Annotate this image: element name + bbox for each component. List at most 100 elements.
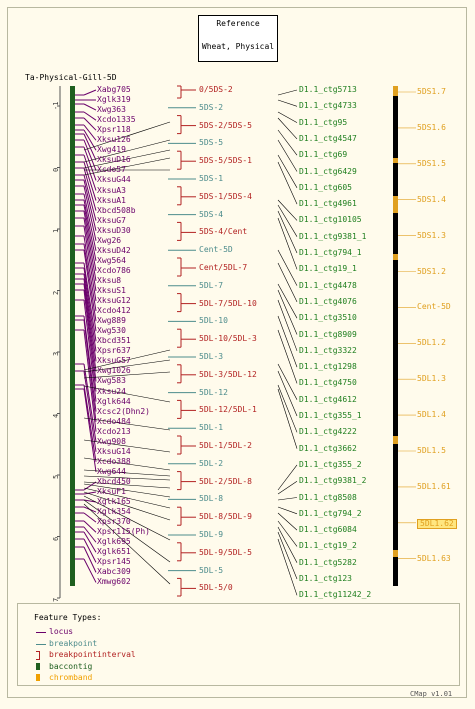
breakpoint-label[interactable]: 5DL-10	[199, 316, 228, 326]
chromband-label[interactable]: 5DL1.2	[417, 338, 446, 348]
locus-label[interactable]: Xpsr145	[97, 557, 131, 567]
locus-label[interactable]: XksuF1	[97, 487, 126, 496]
contig-label[interactable]: D1.1_ctg8909	[299, 329, 357, 339]
breakpoint-label[interactable]: 5DS-5	[199, 138, 224, 148]
locus-label[interactable]: Xbcd508b	[97, 205, 136, 215]
locus-label[interactable]: Xwg564	[97, 255, 126, 265]
locus-label[interactable]: XksuG7	[97, 215, 126, 225]
contig-label[interactable]: D1.1_ctg69	[299, 150, 348, 160]
locus-label[interactable]: Xcdo1335	[97, 115, 136, 125]
locus-label[interactable]: Xcdo786	[97, 265, 131, 275]
chromband-label[interactable]: 5DL1.4	[417, 410, 446, 420]
locus-label[interactable]: XksuG14	[97, 446, 131, 456]
contig-label[interactable]: D1.1_ctg3510	[299, 313, 357, 323]
locus-label[interactable]: Xglk644	[97, 396, 131, 406]
breakpoint-label[interactable]: 5DL-7	[199, 280, 224, 290]
contig-label[interactable]: D1.1_ctg794_1	[299, 248, 362, 257]
contig-label[interactable]: D1.1_ctg10105	[299, 215, 362, 225]
reference-box[interactable]: Reference Wheat, Physical	[198, 15, 278, 62]
locus-label[interactable]: Xbcd351	[97, 336, 131, 346]
breakpointinterval-label[interactable]: 5DL-9/5DL-5	[199, 547, 252, 557]
locus-label[interactable]: Xglk651	[97, 547, 131, 557]
locus-label[interactable]: Xglk695	[97, 537, 131, 547]
locus-label[interactable]: Xmwg602	[97, 577, 131, 587]
contig-label[interactable]: D1.1_ctg4612	[299, 394, 357, 404]
locus-label[interactable]: Xwg889	[97, 316, 126, 326]
contig-label[interactable]: D1.1_ctg4547	[299, 133, 357, 143]
locus-label[interactable]: XksuD42	[97, 245, 131, 255]
contig-label[interactable]: D1.1_ctg123	[299, 574, 352, 583]
contig-label[interactable]: D1.1_ctg4733	[299, 101, 357, 111]
chromband-label[interactable]: 5DS1.2	[417, 266, 446, 276]
chromband-label[interactable]: 5DL1.62	[417, 518, 457, 529]
contig-label[interactable]: D1.1_ctg4961	[299, 199, 357, 209]
locus-label[interactable]: Xabc309	[97, 567, 131, 577]
contig-label[interactable]: D1.1_ctg1298	[299, 362, 357, 372]
contig-label[interactable]: D1.1_ctg4076	[299, 296, 357, 306]
chromband-label[interactable]: 5DS1.6	[417, 122, 446, 132]
chromband-label[interactable]: 5DL1.61	[417, 481, 451, 491]
contig-label[interactable]: D1.1_ctg11242_2	[299, 590, 372, 600]
chromband-label[interactable]: Cent-5D	[417, 302, 451, 312]
contig-label[interactable]: D1.1_ctg4222	[299, 427, 357, 437]
breakpointinterval-label[interactable]: 0/5DS-2	[199, 85, 233, 94]
breakpointinterval-label[interactable]: 5DL-5/0	[199, 583, 233, 593]
locus-label[interactable]: Xcdo412	[97, 306, 131, 316]
locus-label[interactable]: Xwg530	[97, 326, 126, 336]
locus-label[interactable]: Xcdo484	[97, 416, 131, 426]
locus-label[interactable]: Xpsr115(Ph)	[97, 527, 150, 537]
breakpointinterval-label[interactable]: 5DS-5/5DS-1	[199, 156, 252, 166]
contig-label[interactable]: D1.1_ctg8508	[299, 492, 357, 502]
locus-label[interactable]: Xabg705	[97, 85, 131, 94]
locus-label[interactable]: XksuD30	[97, 225, 131, 235]
contig-label[interactable]: D1.1_ctg3662	[299, 443, 357, 453]
breakpoint-label[interactable]: 5DL-3	[199, 352, 224, 361]
breakpoint-label[interactable]: 5DL-2	[199, 458, 224, 468]
locus-label[interactable]: Xcdo57	[97, 165, 126, 175]
contig-label[interactable]: D1.1_ctg355_1	[299, 411, 362, 420]
breakpointinterval-label[interactable]: 5DS-1/5DS-4	[199, 191, 252, 201]
contig-label[interactable]: D1.1_ctg19_1	[299, 264, 357, 274]
locus-label[interactable]: Xwg419	[97, 145, 126, 155]
contig-label[interactable]: D1.1_ctg794_2	[299, 508, 362, 518]
breakpointinterval-label[interactable]: 5DL-12/5DL-1	[199, 405, 257, 415]
locus-label[interactable]: Xwg26	[97, 235, 122, 245]
locus-label[interactable]: Xpsr637	[97, 346, 131, 356]
locus-label[interactable]: XksuG12	[97, 296, 131, 306]
breakpointinterval-label[interactable]: 5DL-7/5DL-10	[199, 298, 257, 308]
contig-label[interactable]: D1.1_ctg3322	[299, 345, 357, 355]
breakpoint-label[interactable]: 5DL-1	[199, 423, 224, 433]
locus-label[interactable]: XksuS1	[97, 286, 126, 295]
breakpoint-label[interactable]: 5DL-9	[199, 530, 224, 539]
contig-label[interactable]: D1.1_ctg4478	[299, 280, 357, 290]
breakpointinterval-label[interactable]: 5DL-3/5DL-12	[199, 369, 257, 379]
breakpointinterval-label[interactable]: Cent/5DL-7	[199, 263, 248, 272]
chromband-label[interactable]: 5DS1.4	[417, 194, 446, 204]
breakpointinterval-label[interactable]: 5DS-2/5DS-5	[199, 120, 252, 130]
contig-label[interactable]: D1.1_ctg6429	[299, 166, 357, 176]
locus-label[interactable]: XksuG57	[97, 356, 131, 366]
locus-label[interactable]: Xpsr370	[97, 517, 131, 527]
locus-label[interactable]: XksuG44	[97, 175, 131, 185]
locus-label[interactable]: XksuD16	[97, 155, 131, 165]
contig-label[interactable]: D1.1_ctg355_2	[299, 459, 362, 469]
locus-label[interactable]: Xksu8	[97, 275, 122, 285]
chromband-label[interactable]: 5DL1.63	[417, 553, 451, 563]
breakpoint-label[interactable]: 5DS-4	[199, 209, 224, 219]
contig-label[interactable]: D1.1_ctg9381_1	[299, 231, 367, 241]
locus-label[interactable]: XksuA1	[97, 195, 126, 205]
breakpoint-label[interactable]: 5DL-12	[199, 387, 228, 397]
locus-label[interactable]: Xcsc2(Dhn2)	[97, 406, 150, 416]
locus-label[interactable]: Xwg363	[97, 105, 126, 115]
chromband-label[interactable]: 5DS1.3	[417, 230, 446, 240]
breakpoint-label[interactable]: 5DL-8	[199, 494, 224, 504]
locus-label[interactable]: Xpsr118	[97, 125, 131, 135]
locus-label[interactable]: Xwg644	[97, 466, 126, 476]
breakpoint-label[interactable]: 5DS-1	[199, 174, 224, 183]
locus-label[interactable]: Xwg583	[97, 376, 126, 386]
breakpointinterval-label[interactable]: 5DL-1/5DL-2	[199, 441, 252, 450]
breakpoint-label[interactable]: 5DL-5	[199, 565, 224, 575]
map-title[interactable]: Ta-Physical-Gill-5D	[25, 73, 117, 82]
locus-label[interactable]: Xbcd450	[97, 476, 131, 486]
contig-label[interactable]: D1.1_ctg6084	[299, 525, 357, 535]
